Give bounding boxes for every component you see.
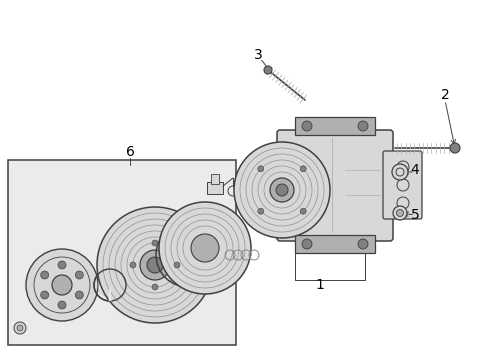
Circle shape	[450, 143, 460, 153]
Circle shape	[152, 240, 158, 246]
Bar	[207, 182, 223, 194]
Circle shape	[300, 208, 306, 214]
Circle shape	[174, 262, 180, 268]
Circle shape	[258, 208, 264, 214]
Circle shape	[392, 164, 408, 180]
Circle shape	[17, 325, 23, 331]
Circle shape	[358, 121, 368, 131]
Circle shape	[130, 262, 136, 268]
Circle shape	[302, 121, 312, 131]
Bar	[211, 174, 219, 184]
Wedge shape	[109, 285, 111, 297]
Circle shape	[358, 239, 368, 249]
Circle shape	[396, 210, 403, 216]
Circle shape	[191, 234, 219, 262]
Circle shape	[41, 271, 49, 279]
Text: 2: 2	[441, 88, 449, 102]
Circle shape	[159, 202, 251, 294]
Circle shape	[264, 66, 272, 74]
Circle shape	[140, 250, 170, 280]
Circle shape	[75, 271, 83, 279]
Text: 5: 5	[411, 208, 419, 222]
Circle shape	[58, 261, 66, 269]
Circle shape	[300, 166, 306, 172]
Text: 6: 6	[125, 145, 134, 159]
FancyBboxPatch shape	[277, 130, 393, 241]
Text: 3: 3	[254, 48, 262, 62]
Circle shape	[52, 275, 72, 295]
Circle shape	[58, 301, 66, 309]
Wedge shape	[109, 285, 111, 301]
Circle shape	[97, 207, 213, 323]
Circle shape	[152, 284, 158, 290]
Text: 1: 1	[316, 278, 324, 292]
Circle shape	[258, 166, 264, 172]
Circle shape	[302, 239, 312, 249]
Circle shape	[26, 249, 98, 321]
Text: 4: 4	[411, 163, 419, 177]
FancyBboxPatch shape	[383, 151, 422, 219]
Circle shape	[75, 291, 83, 299]
Circle shape	[270, 178, 294, 202]
Circle shape	[41, 291, 49, 299]
Bar	[295, 235, 375, 253]
Circle shape	[14, 322, 26, 334]
Bar	[8, 160, 236, 345]
Circle shape	[147, 257, 163, 273]
Circle shape	[276, 184, 288, 196]
Circle shape	[393, 206, 407, 220]
Circle shape	[234, 142, 330, 238]
Bar	[295, 117, 375, 135]
